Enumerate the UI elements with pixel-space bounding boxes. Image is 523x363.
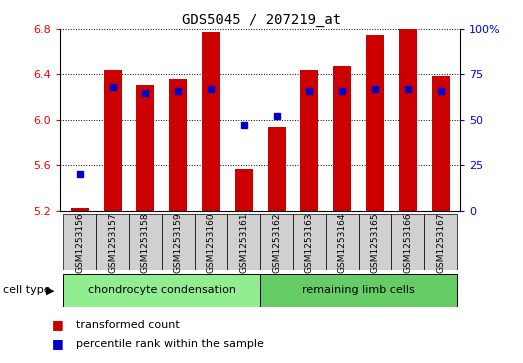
Bar — [391, 214, 424, 270]
Text: GDS5045 / 207219_at: GDS5045 / 207219_at — [182, 13, 341, 27]
Text: GSM1253161: GSM1253161 — [240, 212, 248, 273]
Bar — [359, 214, 391, 270]
Bar — [71, 208, 89, 211]
Bar — [260, 274, 457, 307]
Text: GSM1253163: GSM1253163 — [305, 212, 314, 273]
Text: ■: ■ — [52, 337, 64, 350]
Text: cell type: cell type — [3, 285, 50, 295]
Text: GSM1253156: GSM1253156 — [75, 212, 84, 273]
Text: GSM1253158: GSM1253158 — [141, 212, 150, 273]
Bar — [260, 214, 293, 270]
Bar — [235, 168, 253, 211]
Text: GSM1253167: GSM1253167 — [436, 212, 445, 273]
Bar — [63, 214, 96, 270]
Bar — [366, 35, 384, 211]
Bar — [399, 29, 417, 211]
Text: ▶: ▶ — [47, 285, 55, 295]
Bar — [293, 214, 326, 270]
Bar — [202, 32, 220, 211]
Text: percentile rank within the sample: percentile rank within the sample — [76, 339, 264, 349]
Bar — [169, 79, 187, 211]
Bar — [137, 85, 154, 211]
Bar — [96, 214, 129, 270]
Bar — [300, 70, 319, 211]
Bar — [333, 66, 351, 211]
Text: GSM1253159: GSM1253159 — [174, 212, 183, 273]
Text: transformed count: transformed count — [76, 320, 179, 330]
Text: chondrocyte condensation: chondrocyte condensation — [88, 285, 236, 295]
Text: GSM1253165: GSM1253165 — [370, 212, 380, 273]
Text: GSM1253164: GSM1253164 — [338, 212, 347, 273]
Bar — [162, 214, 195, 270]
Bar — [228, 214, 260, 270]
Text: GSM1253162: GSM1253162 — [272, 212, 281, 273]
Bar — [195, 214, 228, 270]
Bar — [63, 274, 260, 307]
Bar — [268, 127, 286, 211]
Text: GSM1253160: GSM1253160 — [207, 212, 215, 273]
Text: GSM1253166: GSM1253166 — [403, 212, 412, 273]
Text: ■: ■ — [52, 318, 64, 331]
Bar — [424, 214, 457, 270]
Bar — [431, 76, 450, 211]
Bar — [129, 214, 162, 270]
Bar — [104, 70, 122, 211]
Text: GSM1253157: GSM1253157 — [108, 212, 117, 273]
Text: remaining limb cells: remaining limb cells — [302, 285, 415, 295]
Bar — [326, 214, 359, 270]
